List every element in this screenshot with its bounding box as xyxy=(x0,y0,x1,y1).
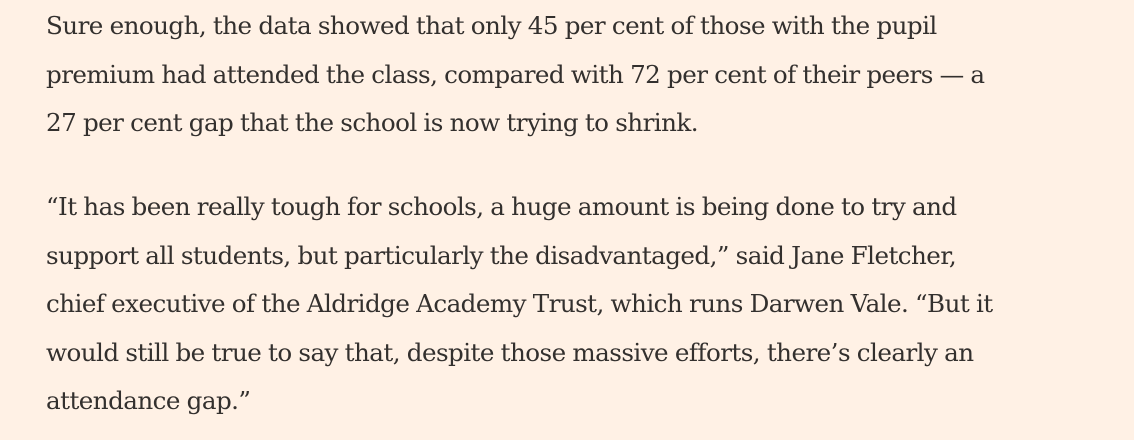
article-paragraph: “It has been really tough for schools, a… xyxy=(46,183,993,426)
paragraph-line: support all students, but particularly t… xyxy=(46,240,957,270)
paragraph-line: would still be true to say that, despite… xyxy=(46,337,974,367)
paragraph-line: attendance gap.” xyxy=(46,386,251,415)
paragraph-line: Sure enough, the data showed that only 4… xyxy=(46,11,937,40)
paragraph-line: 27 per cent gap that the school is now t… xyxy=(46,108,699,137)
article-paragraph: Sure enough, the data showed that only 4… xyxy=(46,2,985,148)
paragraph-line: premium had attended the class, compared… xyxy=(46,59,985,89)
paragraph-line: “It has been really tough for schools, a… xyxy=(46,192,957,221)
paragraph-line: chief executive of the Aldridge Academy … xyxy=(46,289,993,318)
